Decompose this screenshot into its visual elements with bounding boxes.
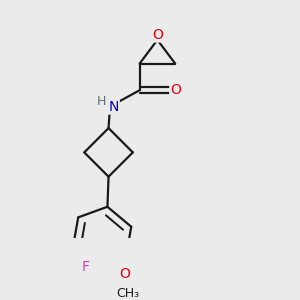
Text: O: O [119, 267, 130, 281]
Text: CH₃: CH₃ [116, 287, 140, 300]
Text: N: N [108, 100, 119, 113]
Text: H: H [97, 95, 106, 108]
Text: O: O [170, 83, 181, 97]
Text: O: O [152, 28, 163, 42]
Text: F: F [81, 260, 89, 274]
